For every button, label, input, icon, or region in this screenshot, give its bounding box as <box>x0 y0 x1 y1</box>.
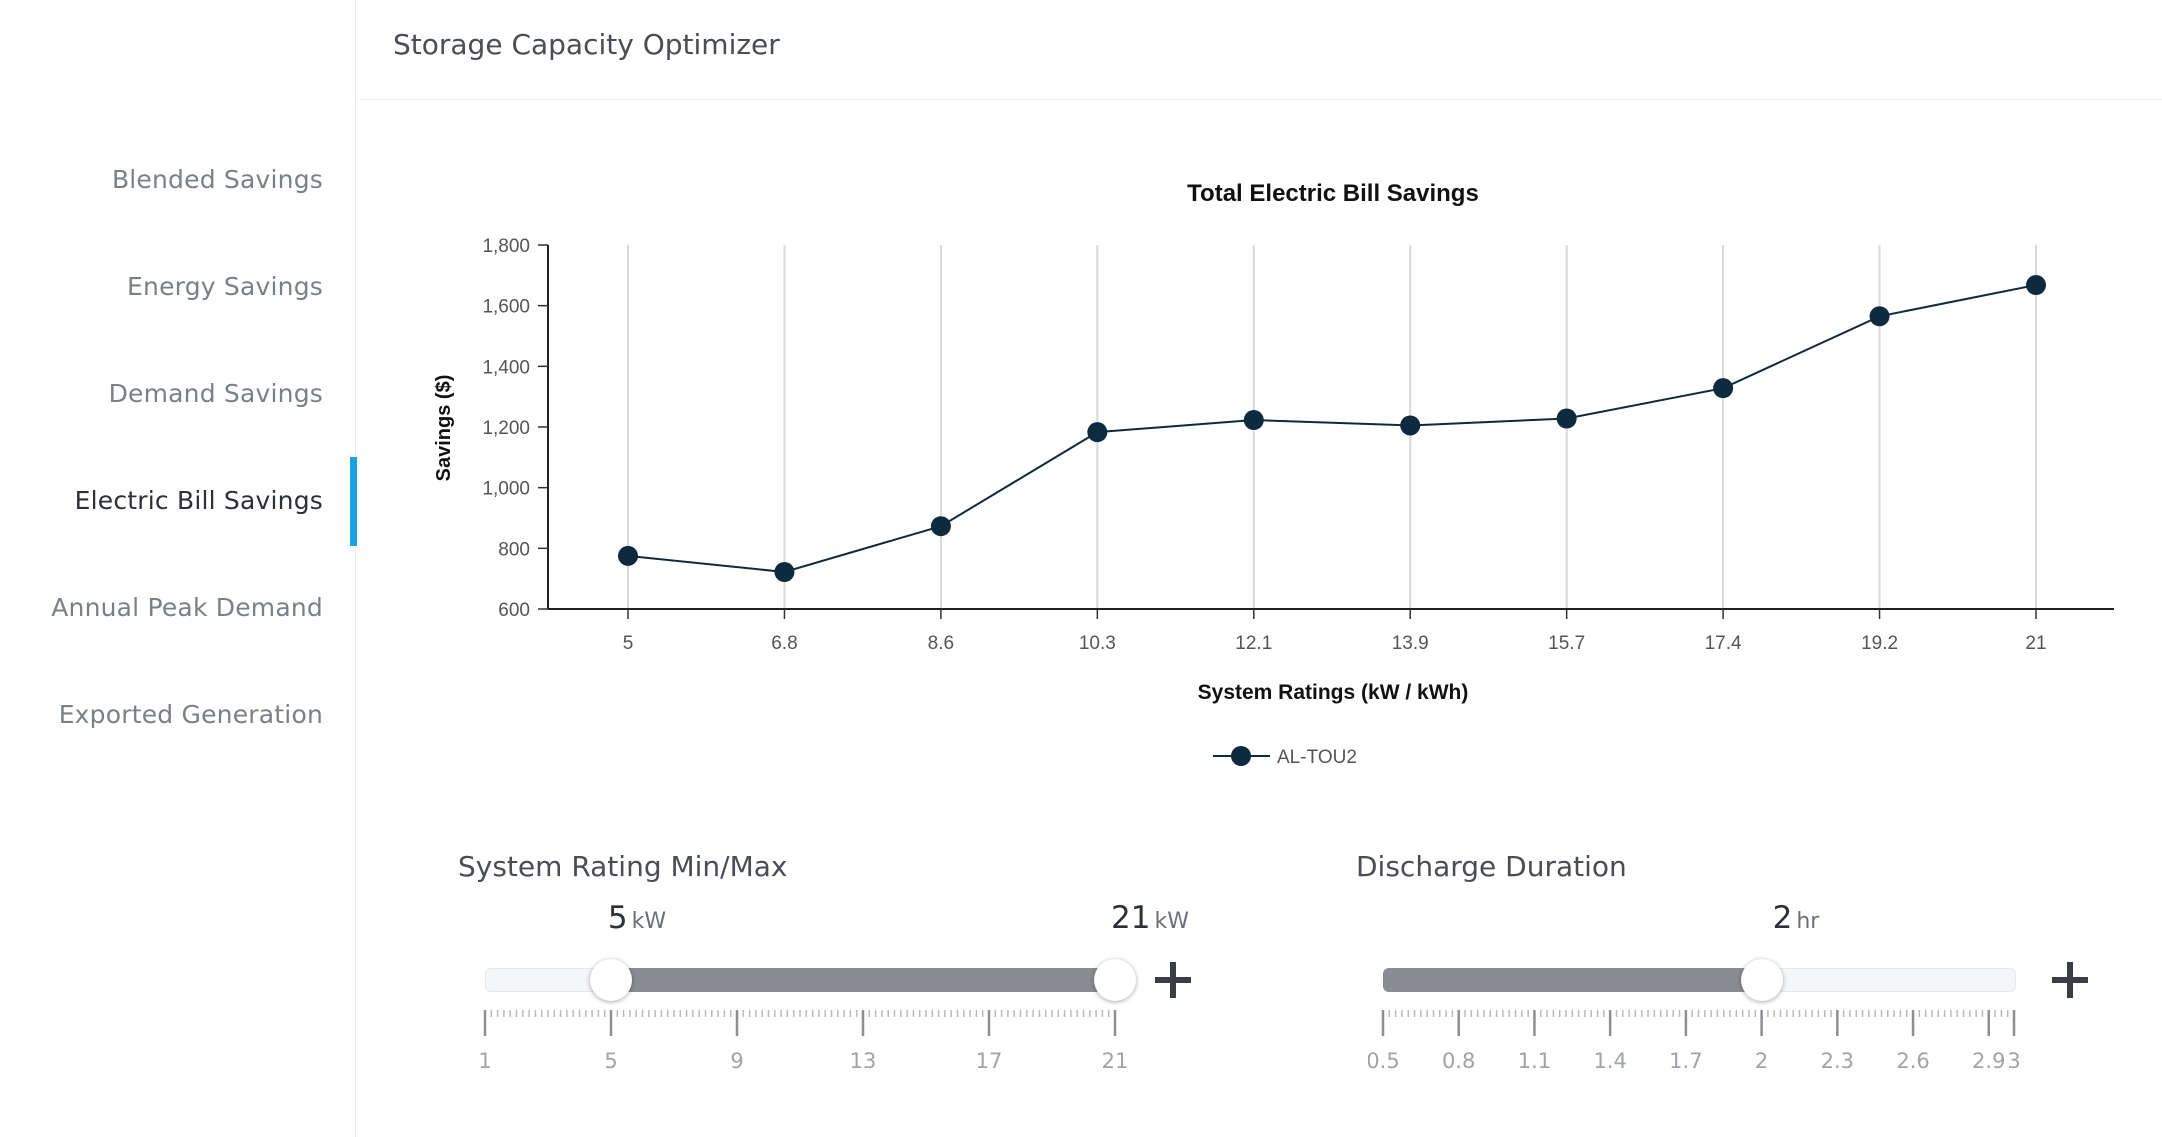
discharge-duration-handle[interactable] <box>1740 959 1783 1001</box>
scale-label: 2.9 <box>1972 1049 2005 1073</box>
system-rating-max-readout: 21 kW <box>1111 900 1189 936</box>
series-line <box>627 284 2037 574</box>
system-rating-slider-fill <box>611 968 1115 992</box>
sidebar-item-blended-savings[interactable]: Blended Savings <box>111 165 323 194</box>
data-point <box>618 545 638 566</box>
system-rating-min-handle[interactable] <box>590 959 632 1001</box>
scale-label: 0.8 <box>1442 1049 1475 1073</box>
system-rating-max-handle[interactable] <box>1094 959 1136 1001</box>
system-rating-title: System Rating Min/Max <box>458 850 788 883</box>
x-tick-label: 17.4 <box>1705 633 1742 654</box>
scale-label: 1.7 <box>1669 1049 1702 1073</box>
scale-label: 2.6 <box>1896 1049 1929 1073</box>
system-rating-max-unit: kW <box>1154 909 1189 934</box>
scale-label: 17 <box>976 1049 1003 1073</box>
data-point <box>1869 306 1890 327</box>
x-tick-label: 6.8 <box>771 633 797 654</box>
sidebar-item-energy-savings[interactable]: Energy Savings <box>127 272 323 301</box>
scale-label: 2.3 <box>1821 1049 1854 1073</box>
savings-line-chart: Total Electric Bill Savings Savings ($) … <box>433 180 2114 768</box>
scale-label: 2 <box>1755 1049 1768 1073</box>
sidebar-item-exported-generation[interactable]: Exported Generation <box>58 700 323 729</box>
scale-label: 1.4 <box>1593 1049 1626 1073</box>
x-tick-label: 21 <box>2025 633 2046 654</box>
chart-title: Total Electric Bill Savings <box>1187 180 1479 207</box>
legend-marker <box>1231 746 1251 766</box>
data-point <box>1556 408 1577 429</box>
discharge-duration-plus-button[interactable] <box>2052 962 2088 998</box>
discharge-duration-scale: 0.5 0.8 1.1 1.4 1.7 2 2.3 2.6 2.9 3 <box>1368 1010 2021 1073</box>
y-tick-label: 800 <box>498 539 530 560</box>
discharge-duration-slider-fill <box>1383 968 1762 992</box>
scale-label: 0.5 <box>1368 1049 1400 1073</box>
discharge-duration-title: Discharge Duration <box>1356 850 1627 883</box>
active-indicator <box>350 457 357 546</box>
x-tick-label: 12.1 <box>1235 633 1272 654</box>
y-tick-label: 1,600 <box>482 297 530 318</box>
sidebar-item-annual-peak-demand[interactable]: Annual Peak Demand <box>51 593 323 622</box>
sidebar-item-demand-savings[interactable]: Demand Savings <box>108 379 323 408</box>
legend-label[interactable]: AL-TOU2 <box>1277 747 1357 768</box>
scale-label: 9 <box>730 1049 743 1073</box>
scale-label: 13 <box>850 1049 877 1073</box>
data-point <box>1087 422 1108 443</box>
sidebar-item-electric-bill-savings[interactable]: Electric Bill Savings <box>74 486 323 515</box>
scale-label: 5 <box>604 1049 617 1073</box>
x-tick-label: 15.7 <box>1548 633 1585 654</box>
y-tick-label: 600 <box>498 600 530 621</box>
page-header: Storage Capacity Optimizer <box>357 0 2162 100</box>
data-point <box>2026 275 2046 296</box>
system-rating-plus-button[interactable] <box>1155 962 1191 998</box>
system-rating-min-unit: kW <box>631 909 667 934</box>
discharge-duration-value: 2 <box>1772 900 1793 936</box>
y-tick-label: 1,200 <box>482 418 530 439</box>
x-axis-label: System Ratings (kW / kWh) <box>1198 681 1469 704</box>
sidebar: Blended Savings Energy Savings Demand Sa… <box>0 0 357 1137</box>
x-tick-label: 5 <box>623 633 634 654</box>
system-rating-min-value: 5 <box>607 900 628 936</box>
scale-label: 21 <box>1102 1049 1129 1073</box>
y-tick-label: 1,400 <box>482 357 530 378</box>
system-rating-max-value: 21 <box>1111 900 1151 936</box>
discharge-duration-unit: hr <box>1796 909 1820 934</box>
y-tick-label: 1,800 <box>482 236 530 257</box>
system-rating-scale: 1 5 9 13 17 21 <box>478 1010 1129 1073</box>
data-point <box>1243 410 1264 431</box>
scale-label: 3 <box>2007 1049 2020 1073</box>
x-tick-label: 10.3 <box>1079 633 1116 654</box>
data-point <box>774 561 795 582</box>
x-tick-label: 8.6 <box>928 633 954 654</box>
y-tick-label: 1,000 <box>482 479 530 500</box>
scale-label: 1.1 <box>1518 1049 1551 1073</box>
data-point <box>930 516 951 537</box>
y-axis-label: Savings ($) <box>433 375 455 482</box>
discharge-duration-readout: 2 hr <box>1773 900 1820 936</box>
x-tick-label: 13.9 <box>1392 633 1429 654</box>
data-point <box>1400 415 1421 436</box>
page-title: Storage Capacity Optimizer <box>393 28 780 61</box>
x-tick-label: 19.2 <box>1861 633 1898 654</box>
scale-label: 1 <box>478 1049 491 1073</box>
data-point <box>1713 378 1734 399</box>
system-rating-min-readout: 5 kW <box>608 900 666 936</box>
